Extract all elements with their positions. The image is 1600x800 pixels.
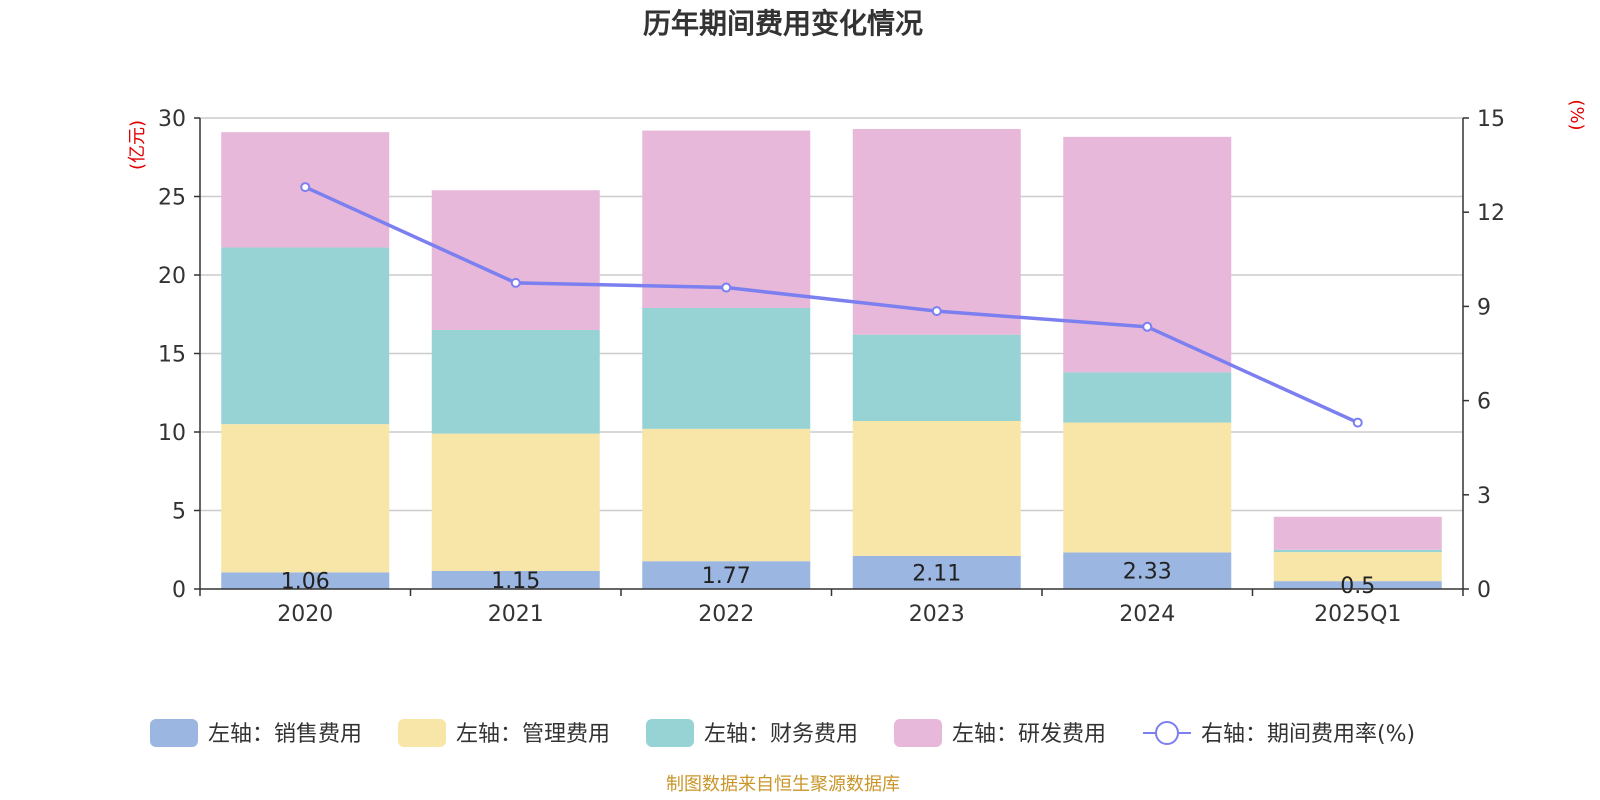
right-axis-tick-label: 6 [1477,390,1491,415]
bar-segment [1063,372,1232,423]
left-axis-tick-label: 10 [158,421,186,446]
legend: 左轴：销售费用 左轴：管理费用 左轴：财务费用 左轴：研发费用 右轴：期间费用率(%) [150,719,1415,747]
axes: 0 5 10 15 20 25 30 0 3 6 9 12 15 2020 2021 2022 2023 2024… [158,107,1505,627]
bar-segment [642,428,811,562]
bar-segment [852,421,1021,556]
bar-segment [431,433,600,571]
bar-segment [431,190,600,330]
x-axis-tick-label: 2022 [698,602,754,627]
bar-segment [852,334,1021,422]
bar-segment [1063,422,1232,553]
right-axis-tick-label: 15 [1477,107,1505,132]
gridlines [200,117,1463,512]
bar-segment [221,424,390,573]
left-axis-tick-label: 15 [158,343,186,368]
bar-value-label: 2.33 [1123,560,1172,585]
bar-segment [642,307,811,429]
bar-value-label: 2.11 [912,561,961,586]
bar-stacks [221,128,1442,589]
legend-label: 右轴：期间费用率(%) [1201,722,1415,747]
left-axis-unit: (亿元) [127,120,148,170]
legend-swatch [150,719,198,747]
left-axis-tick-label: 20 [158,264,186,289]
line-point [510,277,521,288]
legend-label: 左轴：财务费用 [704,722,858,747]
left-axis-tick-label: 5 [172,500,186,525]
legend-swatch [894,719,942,747]
bar-segment [642,130,811,308]
chart-title: 历年期间费用变化情况 [643,7,923,40]
x-axis-tick-label: 2023 [909,602,965,627]
legend-label: 左轴：销售费用 [208,722,362,747]
bar-segment [221,572,390,589]
legend-line-marker [1155,721,1179,745]
line-point [721,282,732,293]
line-point [300,182,311,193]
legend-label: 左轴：研发费用 [952,722,1106,747]
bar-segment [221,247,390,425]
bar-segment [1063,552,1232,589]
right-axis-tick-label: 12 [1477,201,1505,226]
line-point [931,306,942,317]
bar-value-labels: 1.06 1.15 1.77 2.11 2.33 0.5 [281,560,1375,599]
expense-rate-line [300,182,1363,428]
left-axis-tick-label: 30 [158,107,186,132]
data-source: 制图数据来自恒生聚源数据库 [666,774,900,795]
bar-value-label: 0.5 [1340,574,1375,599]
legend-swatch [398,719,446,747]
right-axis-tick-label: 0 [1477,578,1491,603]
bar-segment [1273,549,1442,553]
bar-segment [1273,581,1442,589]
legend-label: 左轴：管理费用 [456,722,610,747]
bar-segment [1273,516,1442,550]
bar-segment [852,128,1021,335]
x-axis-tick-label: 2024 [1119,602,1175,627]
right-axis-tick-label: 9 [1477,295,1491,320]
legend-swatch [646,719,694,747]
right-axis-unit: (%) [1566,99,1587,130]
x-axis-tick-label: 2021 [488,602,544,627]
bar-segment [431,329,600,434]
bar-segment [642,561,811,589]
bar-segment [1273,552,1442,582]
bar-value-label: 1.15 [491,569,540,594]
bar-segment [431,570,600,589]
line-path [304,185,1359,425]
left-axis-tick-label: 0 [172,578,186,603]
line-point [1142,321,1153,332]
bar-value-label: 1.06 [281,570,330,595]
bar-value-label: 1.77 [702,564,751,589]
bar-segment [852,555,1021,589]
x-axis-tick-label: 2020 [277,602,333,627]
line-point [1352,417,1363,428]
right-axis-tick-label: 3 [1477,484,1491,509]
x-axis-tick-label: 2025Q1 [1314,602,1401,627]
left-axis-tick-label: 25 [158,186,186,211]
bar-segment [1063,136,1232,373]
